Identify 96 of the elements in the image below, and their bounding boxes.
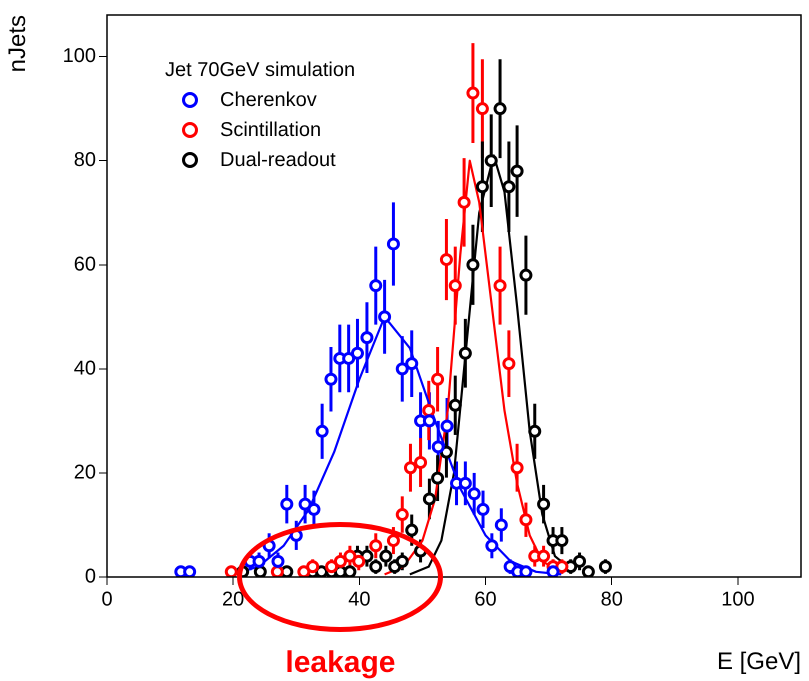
point bbox=[502, 180, 516, 194]
point bbox=[448, 398, 462, 412]
point bbox=[458, 196, 471, 209]
point bbox=[369, 539, 382, 552]
point bbox=[316, 424, 329, 438]
y-tick-label: 80 bbox=[74, 149, 96, 172]
point bbox=[405, 524, 418, 537]
point bbox=[378, 310, 392, 324]
point bbox=[582, 565, 595, 577]
point bbox=[555, 534, 568, 548]
point bbox=[422, 492, 436, 506]
y-tick-label: 100 bbox=[62, 45, 96, 68]
point bbox=[396, 362, 409, 376]
point bbox=[360, 550, 374, 563]
x-tick-label: 60 bbox=[474, 588, 497, 611]
point bbox=[519, 513, 532, 526]
point bbox=[502, 357, 516, 370]
point bbox=[573, 554, 586, 568]
point bbox=[510, 461, 524, 474]
point bbox=[476, 502, 490, 516]
point bbox=[468, 487, 481, 500]
point bbox=[343, 565, 356, 577]
y-axis-title: nJets bbox=[4, 15, 32, 72]
point bbox=[405, 357, 418, 370]
point bbox=[183, 565, 196, 577]
point bbox=[404, 461, 417, 474]
point bbox=[537, 550, 550, 563]
point bbox=[386, 534, 400, 548]
point bbox=[466, 86, 480, 100]
point bbox=[342, 352, 356, 365]
point bbox=[271, 554, 284, 568]
point bbox=[476, 180, 489, 194]
point bbox=[440, 420, 454, 433]
point bbox=[494, 279, 507, 292]
point bbox=[343, 550, 356, 563]
point bbox=[458, 346, 472, 360]
point bbox=[422, 414, 436, 428]
y-tick-label: 60 bbox=[74, 253, 96, 276]
y-tick-label: 0 bbox=[84, 566, 96, 588]
point bbox=[386, 237, 400, 250]
x-tick-label: 20 bbox=[222, 588, 244, 611]
point bbox=[546, 565, 560, 577]
point bbox=[485, 539, 498, 552]
point bbox=[440, 446, 453, 459]
point bbox=[270, 565, 284, 577]
point bbox=[334, 554, 347, 568]
point bbox=[519, 565, 532, 577]
y-tick-label: 40 bbox=[74, 357, 96, 380]
annotation: leakage bbox=[285, 646, 396, 679]
point bbox=[280, 565, 294, 577]
point bbox=[254, 565, 267, 577]
point bbox=[306, 560, 320, 574]
x-tick-label: 100 bbox=[721, 588, 755, 611]
point bbox=[307, 502, 320, 516]
point bbox=[440, 253, 453, 266]
point bbox=[484, 154, 498, 168]
x-tick-label: 0 bbox=[101, 588, 113, 611]
point bbox=[494, 102, 507, 116]
legend-label: Cherenkov bbox=[220, 88, 317, 113]
point bbox=[422, 404, 436, 417]
point bbox=[379, 550, 392, 563]
y-tick-label: 20 bbox=[74, 461, 96, 484]
point bbox=[448, 279, 462, 292]
point bbox=[458, 476, 472, 490]
x-tick-label: 40 bbox=[348, 588, 370, 611]
point bbox=[466, 258, 480, 272]
point bbox=[396, 508, 409, 522]
point bbox=[224, 565, 238, 577]
legend-label: Dual-readout bbox=[220, 148, 336, 173]
x-axis-title: E [GeV] bbox=[716, 648, 801, 676]
point bbox=[325, 560, 338, 574]
point bbox=[298, 498, 312, 511]
point bbox=[494, 518, 508, 532]
point bbox=[537, 498, 550, 511]
x-tick-label: 80 bbox=[600, 588, 623, 611]
point bbox=[360, 331, 374, 344]
point bbox=[598, 560, 612, 574]
point bbox=[280, 498, 294, 511]
legend-label: Scintillation bbox=[220, 118, 322, 143]
legend-title: Jet 70GeV simulation bbox=[165, 58, 356, 83]
point bbox=[432, 440, 445, 454]
point bbox=[252, 554, 266, 568]
point bbox=[476, 102, 489, 116]
point bbox=[431, 372, 444, 386]
point bbox=[324, 372, 338, 386]
point bbox=[369, 560, 382, 574]
point bbox=[350, 346, 364, 360]
point bbox=[519, 268, 532, 282]
point bbox=[352, 554, 366, 568]
point bbox=[297, 565, 310, 577]
point bbox=[396, 554, 409, 568]
point bbox=[510, 164, 524, 178]
point bbox=[369, 279, 382, 292]
point bbox=[414, 456, 428, 470]
point bbox=[431, 472, 444, 485]
point bbox=[528, 424, 542, 438]
